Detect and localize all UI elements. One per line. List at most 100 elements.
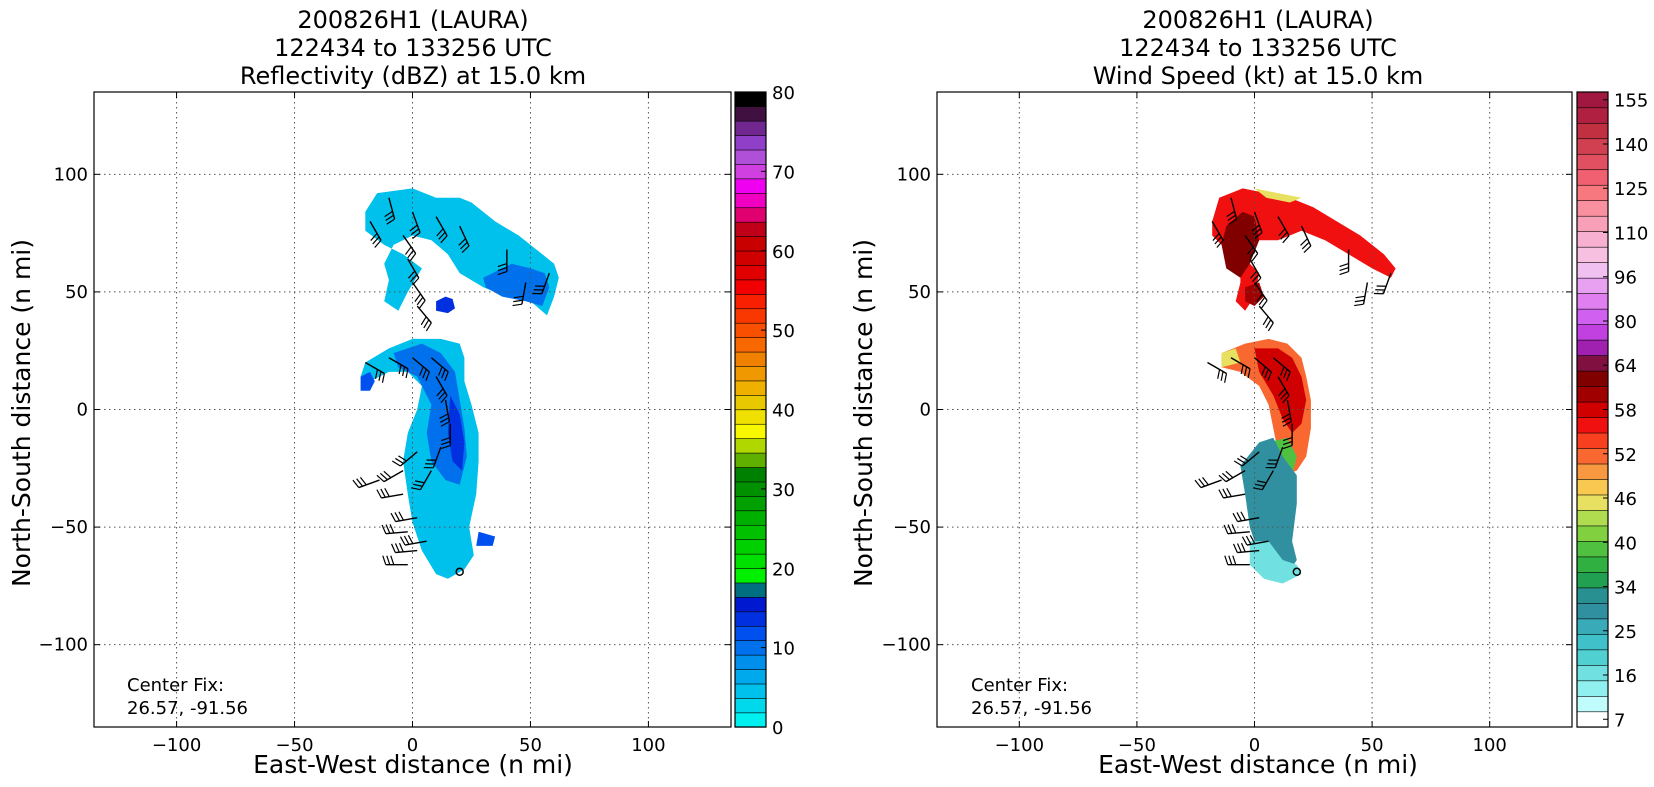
colorbar: 0 10 20 30 40 50 60 70 80 [734,83,795,739]
colorbar-swatch [734,149,767,165]
colorbar-swatch [1576,587,1609,604]
panel-title-line-1: 200826H1 (LAURA) [1142,6,1373,34]
center-fix-marker [455,567,464,577]
colorbar-swatch [1576,494,1609,511]
wind-barb [1232,542,1260,554]
wind-barb [390,511,418,523]
colorbar-swatch [1576,385,1609,403]
colorbar-tick-label: 20 [772,559,795,580]
colorbar: 7 16 25 34 40 46 52 58 64 80 96 110 125 140 155 [1576,91,1648,731]
colorbar-swatch [734,524,767,540]
wind-barb [1224,555,1250,566]
wind-barb [441,423,451,450]
x-tick-label: 0 [407,735,418,756]
wind-barb [1251,211,1263,239]
wind-barb [1223,524,1250,535]
wind-barb [1241,535,1269,546]
data-region-north-arc-core [1221,211,1260,278]
plot-area: −100 −50 0 50 100 −100 −50 0 50 100 [882,91,1573,756]
colorbar-swatch [1576,231,1609,248]
colorbar-swatch [734,712,767,728]
wind-barb [1272,357,1291,381]
wind-barb [402,235,417,262]
wind-barb [439,399,451,427]
colorbar-swatch [734,539,767,555]
y-tick-label: 50 [65,282,88,303]
wind-barb [1218,487,1246,499]
y-axis-label: North-South distance (n mi) [7,239,36,587]
colorbar-tick-label: 46 [1614,489,1637,510]
colorbar-swatch [734,279,767,295]
data-region-north-arc-strong [1212,188,1396,311]
colorbar-swatch [1576,215,1609,232]
colorbar-tick-label: 34 [1614,578,1637,599]
colorbar-swatch [1576,556,1609,573]
colorbar-swatch [1576,432,1609,449]
panel-title-line-2: 122434 to 133256 UTC [274,34,552,62]
colorbar-swatch [1576,324,1609,341]
y-tick-label: 100 [54,164,88,185]
colorbar-swatch [734,466,767,483]
colorbar-tick-label: 0 [772,718,783,739]
x-tick-label: −100 [152,735,201,756]
colorbar-swatch [734,207,767,223]
colorbar-swatch [734,293,767,310]
wind-barb [1218,470,1246,483]
data-region-south-band-dark [447,395,465,471]
x-tick-label: −50 [1118,735,1156,756]
wind-barb [376,487,404,499]
colorbar-swatch [734,582,767,598]
x-tick-label: 100 [631,735,665,756]
y-tick-label: 100 [897,164,931,185]
wind-barb [381,524,408,535]
x-tick-label: −50 [276,735,314,756]
colorbar-swatch [734,264,767,281]
colorbar-swatch [734,611,767,627]
colorbar-swatch [1576,200,1609,217]
wind-barb [364,361,385,383]
wind-barb [430,357,449,381]
wind-barb [1282,423,1293,450]
wind-barb [458,225,470,253]
colorbar-tick-label: 58 [1614,401,1637,422]
y-tick-label: −100 [882,635,931,656]
wind-barb [399,535,427,546]
colorbar-tick-label: 80 [1614,312,1637,333]
colorbar-tick-label: 80 [772,83,795,104]
center-fix-value: 26.57, -91.56 [127,698,248,719]
colorbar-swatch [1576,107,1609,124]
y-tick-label: −50 [893,517,931,538]
wind-barb [384,197,396,225]
colorbar-tick-label: 125 [1614,179,1648,200]
colorbar-tick-label: 96 [1614,268,1637,289]
wind-barb [1373,272,1392,295]
x-tick-label: 50 [1361,735,1384,756]
colorbar-swatch [734,120,767,136]
y-tick-label: −100 [39,635,88,656]
colorbar-swatch [734,423,767,439]
colorbar-swatch [1576,540,1609,558]
colorbar-tick-label: 30 [772,480,795,501]
panel-title-line-3: Reflectivity (dBZ) at 15.0 km [240,62,586,90]
wind-barb [369,221,382,248]
wind-barb [410,470,432,491]
wind-barb [1277,376,1290,404]
plot-area: −100 −50 0 50 100 −100 −50 0 50 100 [39,91,732,756]
wind-barb [1207,361,1228,383]
colorbar-swatch [1576,169,1609,186]
colorbar-swatch [734,567,767,584]
wind-barb [352,477,380,489]
colorbar-swatch [734,106,767,122]
colorbar-swatch [1576,370,1609,387]
wind-barb [1339,249,1350,276]
colorbar-swatch [734,365,767,382]
colorbar-swatch [734,380,767,396]
wind-barb [1277,216,1290,244]
wind-barb [532,272,550,295]
colorbar-swatch [1576,695,1609,713]
colorbar-swatch [1576,308,1609,325]
colorbar-swatch [1576,354,1609,372]
colorbar-swatch [734,308,767,324]
colorbar-swatch [734,510,767,526]
